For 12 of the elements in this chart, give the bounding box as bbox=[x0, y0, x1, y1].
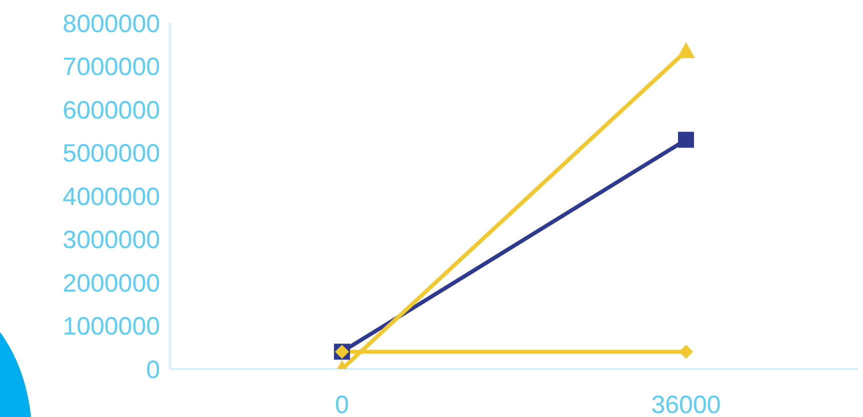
y-tick-label: 2000000 bbox=[62, 269, 160, 298]
y-tick-label: 0 bbox=[146, 356, 160, 384]
point bbox=[678, 132, 694, 148]
y-tick-label: 6000000 bbox=[62, 96, 160, 124]
y-tick-label: 4000000 bbox=[62, 182, 160, 211]
y-tick-label: 3000000 bbox=[62, 226, 160, 254]
point bbox=[679, 344, 693, 359]
y-tick-label: 8000000 bbox=[62, 10, 160, 38]
x-tick-label: 36000 bbox=[651, 390, 721, 417]
y-tick-label: 7000000 bbox=[62, 53, 160, 82]
y-tick-label: 1000000 bbox=[62, 312, 160, 341]
y-tick-label: 5000000 bbox=[62, 140, 160, 168]
